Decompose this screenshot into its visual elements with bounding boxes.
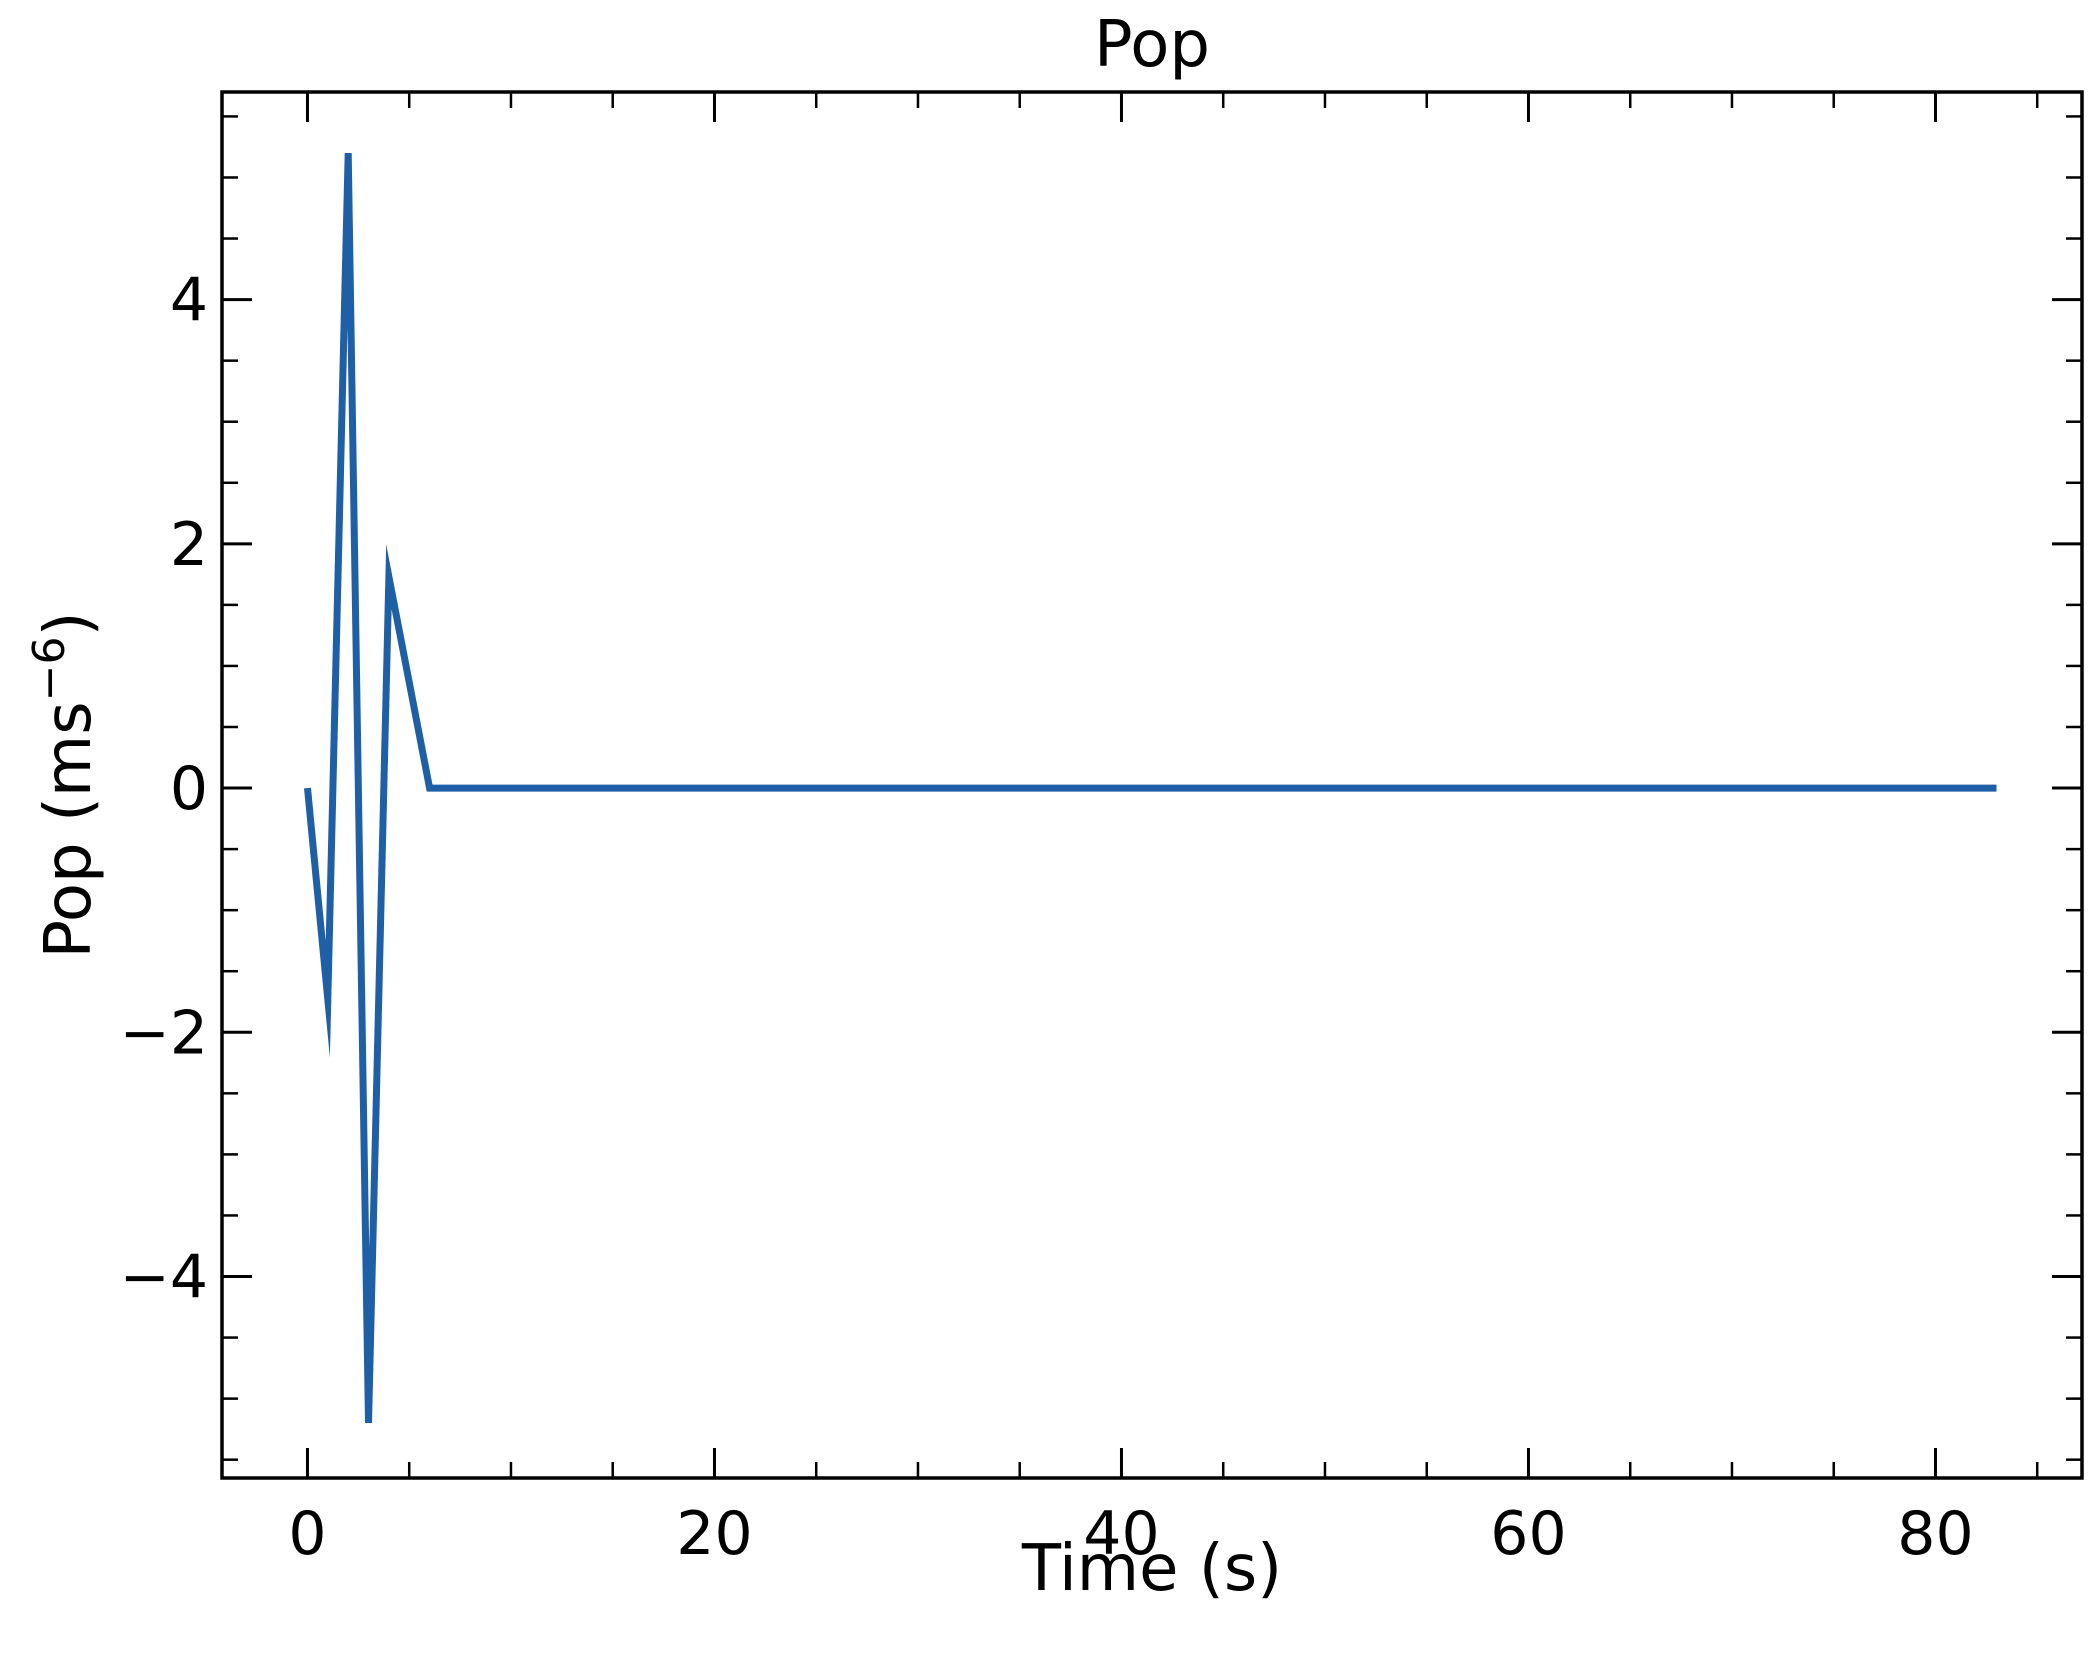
x-axis-title: Time (s) [1021, 1532, 1282, 1606]
y-tick-label: −4 [120, 1243, 208, 1313]
y-axis-title-exponent: −6 [24, 637, 75, 702]
chart-title: Pop [1094, 8, 1210, 82]
x-axis-ticks: 0 20 40 60 80 [288, 92, 2039, 1569]
series-line-0 [304, 153, 1997, 1424]
y-axis-title-close: ) [32, 612, 106, 637]
y-axis-title-base: Pop (ms [32, 701, 106, 958]
x-tick-label: 0 [288, 1499, 326, 1569]
x-tick-label: 60 [1490, 1499, 1566, 1569]
y-tick-label: 2 [170, 510, 208, 580]
y-axis-ticks: −4 −2 0 2 4 [120, 115, 2082, 1461]
y-axis-title: Pop (ms−6) [24, 612, 106, 959]
y-tick-label: −2 [120, 998, 208, 1068]
x-tick-label: 80 [1897, 1499, 1973, 1569]
y-tick-label: 0 [170, 754, 208, 824]
series-layer [304, 153, 1997, 1424]
y-tick-label: 4 [170, 266, 208, 336]
x-tick-label: 20 [676, 1499, 752, 1569]
x-tick-label: 40 [1083, 1499, 1159, 1569]
plot-frame [220, 90, 2084, 1480]
plot-area: 0 20 40 60 80 −4 −2 0 2 4 [120, 90, 2084, 1569]
